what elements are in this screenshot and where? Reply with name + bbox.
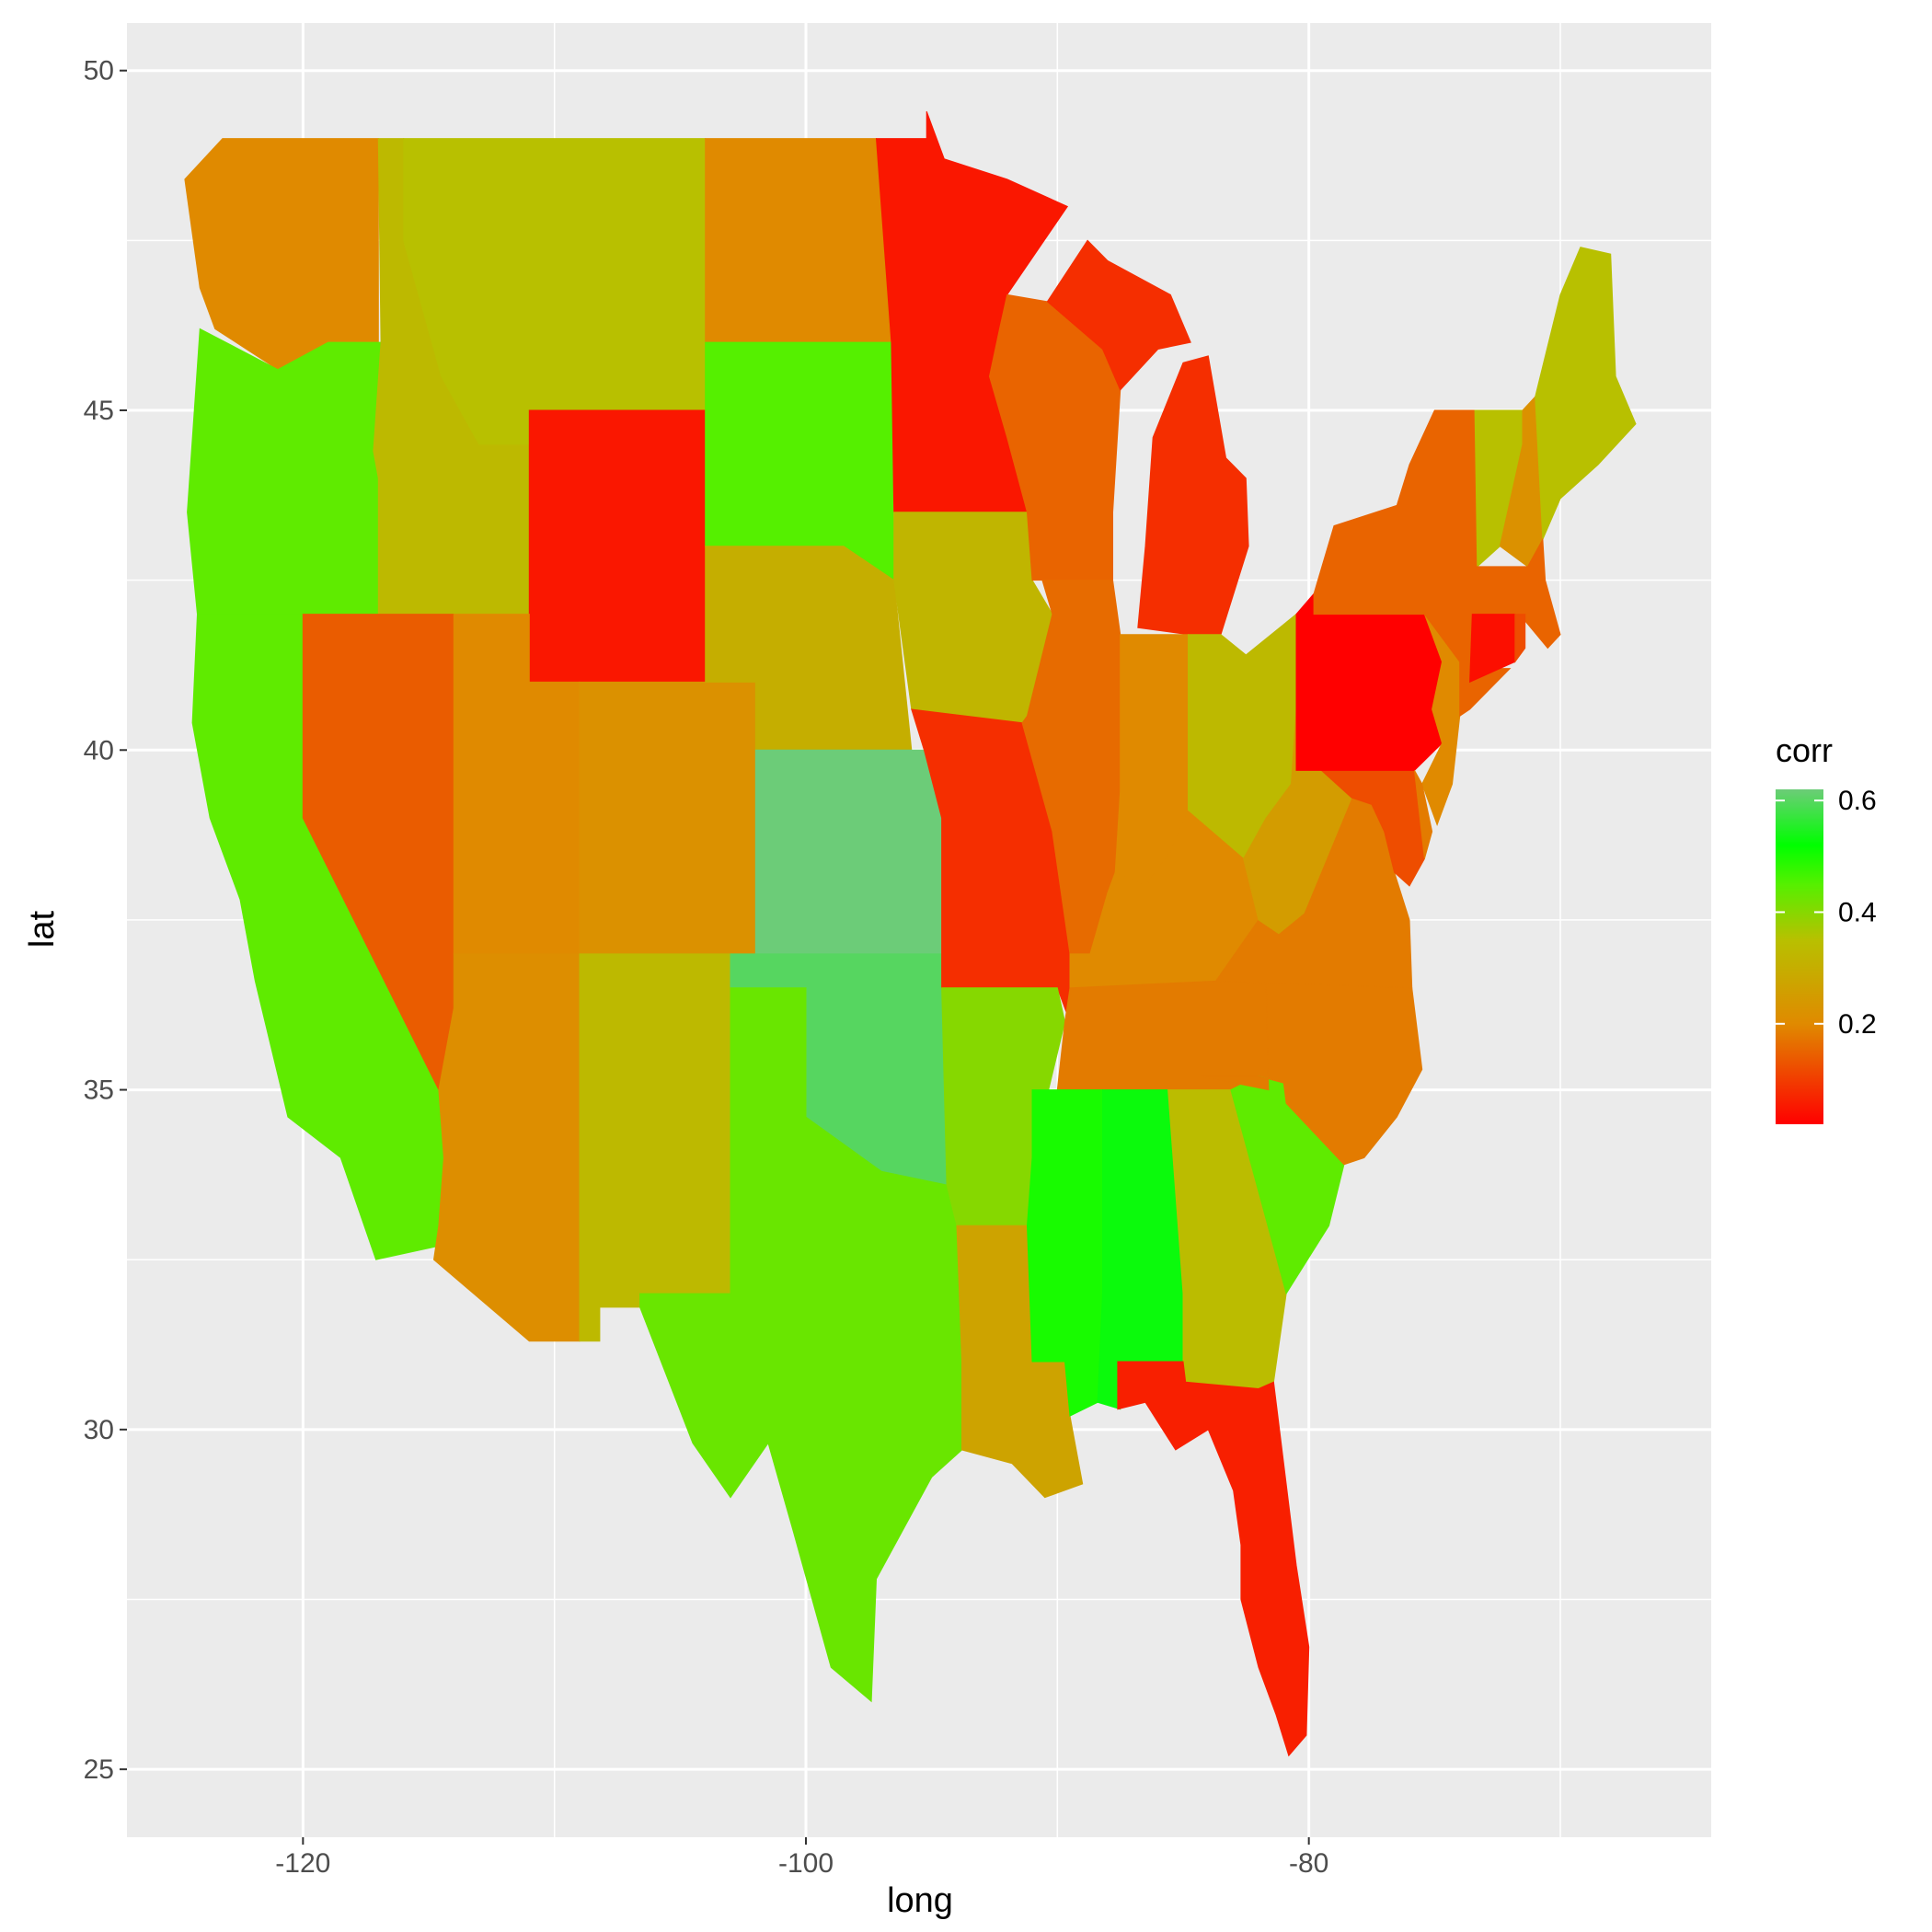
state-north-dakota: [705, 138, 892, 343]
state-texas: [639, 987, 962, 1703]
state-delaware: [1414, 770, 1433, 859]
state-north-carolina: [1201, 980, 1423, 1166]
state-south-dakota: [705, 341, 895, 581]
state-iowa: [893, 512, 1053, 724]
state-polygons: [184, 110, 1637, 1757]
legend-tick-label: 0.6: [1838, 786, 1877, 816]
state-colorado: [579, 681, 756, 955]
legend-tick-label: 0.2: [1838, 1009, 1877, 1040]
x-tick-label: -120: [275, 1848, 330, 1879]
x-tick-label: -80: [1289, 1848, 1328, 1879]
legend-colorbar: [1776, 789, 1823, 1124]
x-axis: -120 -100 -80: [275, 1837, 1328, 1879]
y-tick-label: 40: [84, 735, 114, 765]
state-florida: [1117, 1361, 1310, 1757]
x-axis-title: long: [887, 1881, 953, 1920]
y-tick-label: 30: [84, 1415, 114, 1445]
y-tick-label: 25: [84, 1754, 114, 1785]
y-axis-title: lat: [23, 910, 62, 948]
legend-ticks: 0.2 0.4 0.6: [1776, 786, 1877, 1040]
state-michigan: [1046, 239, 1191, 391]
state-pennsylvania: [1295, 592, 1443, 771]
x-tick-label: -100: [778, 1848, 834, 1879]
legend: corr 0.2 0.4 0.6: [1776, 731, 1877, 1124]
legend-title: corr: [1776, 731, 1833, 769]
state-kansas: [754, 749, 943, 955]
state-rhode-island: [1514, 614, 1526, 663]
state-wyoming: [528, 409, 707, 683]
state-maine: [1535, 247, 1637, 540]
state-new-mexico: [579, 953, 731, 1342]
legend-tick-label: 0.4: [1838, 897, 1877, 927]
state-tennessee: [1056, 980, 1270, 1091]
y-tick-label: 50: [84, 56, 114, 86]
state-oregon: [187, 328, 382, 615]
y-axis: 25 30 35 40 45 50: [84, 56, 127, 1785]
y-tick-label: 35: [84, 1075, 114, 1106]
y-tick-label: 45: [84, 396, 114, 426]
